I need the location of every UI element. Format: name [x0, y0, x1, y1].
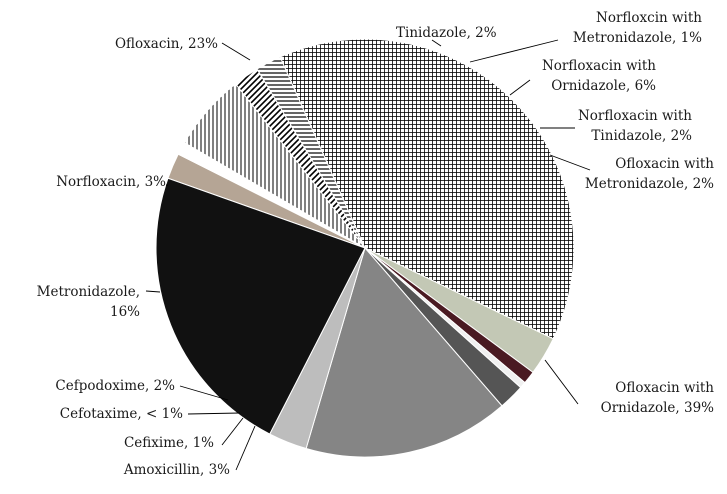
slice-label-ofloxacin: Ofloxacin, 23% [115, 36, 218, 52]
slice-label-norfloxacin-with-ornidazole: Norfloxacin with Ornidazole, 6% [542, 58, 656, 94]
slice-label-metronidazole: Metronidazole, 16% [37, 284, 141, 320]
slice-label-line: 16% [110, 304, 140, 320]
leader-line-norfloxacin-with-ornidazole [509, 79, 531, 96]
slice-label-cefixime: Cefixime, 1% [124, 435, 214, 451]
leader-line-amoxicillin [235, 425, 256, 471]
slice-label-norfloxacin-with-tinidazole: Norfloxacin with Tinidazole, 2% [578, 108, 692, 144]
leader-line-ofloxacin [221, 42, 251, 61]
slice-label-line: Ofloxacin with [615, 380, 714, 396]
slice-label-line: Cefpodoxime, 2% [55, 378, 175, 394]
slice-label-line: Norfloxacin, 3% [56, 174, 166, 190]
slice-label-amoxicillin: Amoxicillin, 3% [123, 462, 230, 478]
pie-slice-ofloxacin-with-ornidazole [279, 38, 575, 340]
slice-label-line: Amoxicillin, 3% [123, 462, 230, 478]
slice-label-line: Ornidazole, 6% [551, 78, 656, 94]
slice-label-line: Norfloxacin with [542, 58, 656, 74]
slice-label-line: Tinidazole, 2% [396, 25, 497, 41]
slice-label-line: Ofloxacin, 23% [115, 36, 218, 52]
leader-line-cefixime [221, 417, 244, 446]
leader-line-ofloxacin-with-metronidazole [549, 154, 591, 171]
pie-slice-ofloxacin [155, 177, 366, 435]
slice-label-line: Metronidazole, [37, 284, 140, 300]
leader-line-cefpodoxime [179, 385, 229, 401]
slice-label-line: Metronidazole, 1% [573, 30, 702, 46]
slice-label-line: Ornidazole, 39% [601, 400, 715, 416]
slice-label-line: Norfloxcin with [596, 10, 702, 26]
slice-label-line: Norfloxacin with [578, 108, 692, 124]
slice-label-ofloxacin-with-metronidazole: Ofloxacin with Metronidazole, 2% [585, 156, 714, 192]
slice-label-line: Metronidazole, 2% [585, 176, 714, 192]
slice-label-norfloxacin: Norfloxacin, 3% [56, 174, 166, 190]
leader-line-ofloxacin-with-ornidazole [544, 359, 579, 405]
slice-label-tinidazole: Tinidazole, 2% [396, 25, 497, 41]
slice-label-norfloxcin-with-metronidazole: Norfloxcin with Metronidazole, 1% [573, 10, 702, 46]
slice-label-line: Cefotaxime, < 1% [60, 406, 183, 422]
pie-slice-metronidazole [305, 246, 503, 458]
slice-label-cefpodoxime: Cefpodoxime, 2% [55, 378, 175, 394]
leader-line-tinidazole [431, 39, 442, 47]
slice-label-cefotaxime: Cefotaxime, < 1% [60, 406, 183, 422]
leader-line-cefotaxime [187, 412, 241, 415]
slice-label-line: Tinidazole, 2% [591, 128, 692, 144]
leader-line-metronidazole [145, 290, 161, 293]
leader-line-norfloxcin-with-metronidazole [469, 39, 559, 63]
slice-label-line: Ofloxacin with [615, 156, 714, 172]
slice-label-ofloxacin-with-ornidazole: Ofloxacin with Ornidazole, 39% [601, 380, 715, 416]
slice-label-line: Cefixime, 1% [124, 435, 214, 451]
